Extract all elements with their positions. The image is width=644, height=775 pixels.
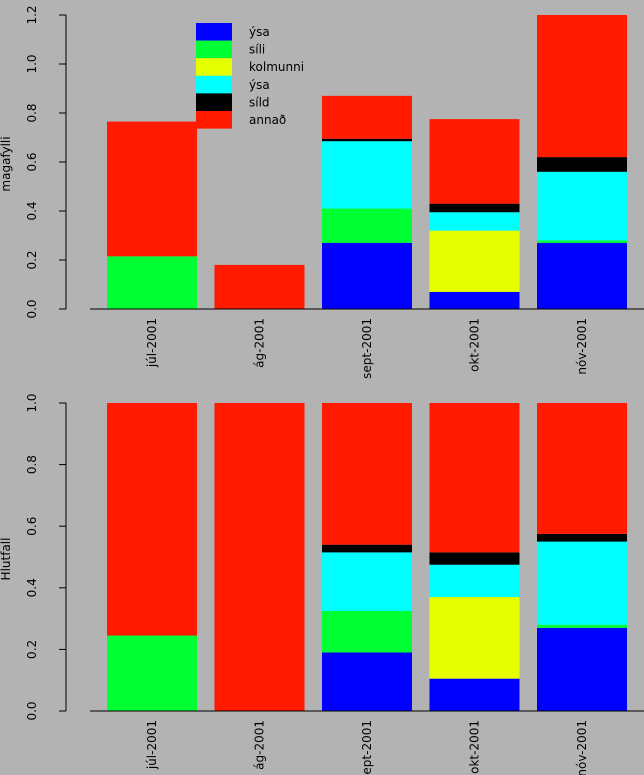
bar-segment bbox=[537, 533, 627, 542]
bar-segment bbox=[322, 652, 412, 711]
bar-segment bbox=[322, 95, 412, 139]
y-tick-label: 0.6 bbox=[25, 517, 39, 536]
x-tick-label: júl-2001 bbox=[145, 720, 159, 770]
bar-segment bbox=[429, 564, 520, 598]
y-tick-label: 0.4 bbox=[25, 578, 39, 597]
bar-segment bbox=[322, 242, 412, 309]
chart-magafylli: 0.0 0.2 0.4 0.6 0.8 1.0 1.2 magafylli júl-2001 ág… bbox=[0, 5, 644, 379]
y-tick-label: 0.0 bbox=[25, 299, 39, 318]
legend-label: síli bbox=[249, 43, 265, 57]
bar-segment bbox=[322, 552, 412, 611]
x-tick-label: sept-2001 bbox=[360, 318, 374, 379]
legend-label: annað bbox=[249, 113, 286, 127]
bar-segment bbox=[322, 208, 412, 243]
bar-segment bbox=[429, 203, 520, 213]
legend-label: síld bbox=[249, 95, 270, 109]
bar-segment bbox=[429, 212, 520, 231]
x-tick-label: nóv-2001 bbox=[575, 318, 589, 375]
bar-segment bbox=[537, 627, 627, 711]
x-tick-label: sept-2001 bbox=[360, 720, 374, 775]
y-tick-label: 1.0 bbox=[25, 54, 39, 73]
bar-segment bbox=[537, 541, 627, 625]
bar-segment bbox=[537, 242, 627, 309]
chart-hlutfall: 0.0 0.2 0.4 0.6 0.8 1.0 Hlutfall júl-2001 ág-200… bbox=[0, 393, 644, 775]
y-tick-label: 0.8 bbox=[25, 103, 39, 122]
bar-segment bbox=[322, 544, 412, 553]
y-tick-label: 0.2 bbox=[25, 640, 39, 659]
bar-segment bbox=[429, 597, 520, 679]
y-tick-label: 1.0 bbox=[25, 393, 39, 412]
bar-segment bbox=[537, 171, 627, 241]
y-tick-label: 0.0 bbox=[25, 701, 39, 720]
bar-segment bbox=[537, 15, 627, 158]
bar-segment bbox=[214, 264, 305, 309]
x-tick-label: ág-2001 bbox=[253, 318, 267, 368]
legend-label: kolmunni bbox=[249, 60, 304, 74]
x-tick-label: ág-2001 bbox=[253, 720, 267, 770]
bar-segment bbox=[107, 635, 197, 711]
x-tick-label: nóv-2001 bbox=[575, 720, 589, 775]
legend-swatch bbox=[196, 111, 232, 129]
y-tick-label: 0.2 bbox=[25, 250, 39, 269]
y-axis-label: Hlutfall bbox=[0, 538, 13, 581]
x-tick-label: júl-2001 bbox=[145, 318, 159, 368]
bar-segment bbox=[429, 119, 520, 204]
y-tick-label: 0.4 bbox=[25, 201, 39, 220]
y-axis-label: magafylli bbox=[0, 136, 13, 191]
y-tick-label: 0.8 bbox=[25, 455, 39, 474]
bar-segment bbox=[429, 403, 520, 553]
legend-swatch bbox=[196, 40, 232, 59]
legend-label: ýsa bbox=[249, 25, 270, 39]
bar-segment bbox=[429, 230, 520, 292]
bar-segment bbox=[322, 403, 412, 545]
x-tick-label: okt-2001 bbox=[468, 318, 482, 372]
y-tick-label: 0.6 bbox=[25, 152, 39, 171]
legend-swatch bbox=[196, 58, 232, 76]
legend-swatch bbox=[196, 23, 232, 41]
bar-segment bbox=[537, 240, 627, 243]
bar-segment bbox=[537, 624, 627, 628]
legend-swatch bbox=[196, 75, 232, 94]
legend-label: ýsa bbox=[249, 78, 270, 92]
bar-segment bbox=[322, 138, 412, 142]
bar-segment bbox=[537, 157, 627, 172]
bar-segment bbox=[107, 256, 197, 309]
bar-segment bbox=[107, 403, 197, 636]
bar-segment bbox=[537, 403, 627, 534]
bar-segment bbox=[429, 678, 520, 711]
x-tick-label: okt-2001 bbox=[468, 720, 482, 774]
bar-segment bbox=[322, 141, 412, 209]
bar-segment bbox=[429, 291, 520, 309]
bar-segment bbox=[107, 121, 197, 257]
legend-swatch bbox=[196, 93, 232, 111]
bar-segment bbox=[429, 552, 520, 565]
y-tick-label: 1.2 bbox=[25, 5, 39, 24]
bar-segment bbox=[214, 403, 305, 711]
bar-segment bbox=[322, 610, 412, 653]
